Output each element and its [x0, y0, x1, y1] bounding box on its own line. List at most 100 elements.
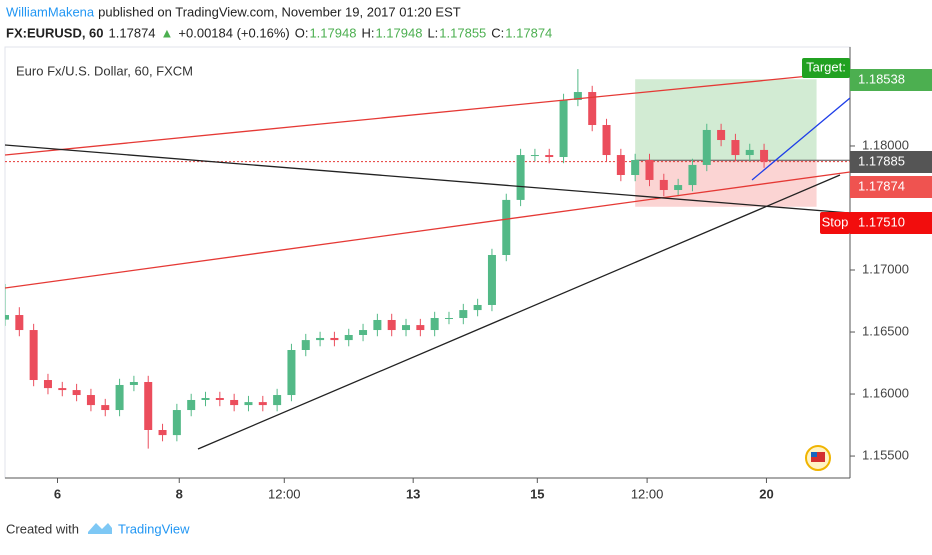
change-arrow: ▲ [161, 25, 174, 40]
candle-body [187, 399, 196, 411]
ohlc-label: H: [361, 25, 374, 40]
candle-body [43, 380, 52, 389]
candle-body [172, 410, 181, 436]
candle-body [616, 155, 625, 175]
footer-created: Created with [6, 521, 79, 536]
x-tick-label: 6 [54, 486, 61, 501]
ohlc-label: O: [295, 25, 309, 40]
last-price-label-box [850, 176, 932, 198]
candle-body [129, 382, 138, 385]
candle-body [459, 310, 468, 319]
stop-price-label-box [850, 212, 932, 234]
candle-body [29, 330, 38, 381]
last-price: 1.17874 [109, 25, 156, 40]
candle-body [201, 398, 210, 400]
footer-brand[interactable]: TradingView [118, 521, 190, 536]
axes: 1.18000 1.17000 1.16500 1.16000 1.15500 6 8 12:… [54, 58, 932, 501]
candle-body [559, 99, 568, 158]
x-tick-label: 15 [530, 486, 544, 501]
stop-tag-box [820, 212, 850, 234]
trend-line [5, 171, 850, 289]
candle-body [115, 384, 124, 411]
flag-icon [811, 452, 825, 462]
candle-body [588, 92, 597, 126]
candle-body [674, 185, 683, 191]
stop-tag: Stop [822, 214, 849, 229]
candle-body [702, 129, 711, 165]
entry-price-label: 1.17885 [858, 153, 905, 168]
candle-body [645, 159, 654, 180]
chart-title: Euro Fx/U.S. Dollar, 60, FXCM [16, 63, 193, 78]
y-tick-label: 1.15500 [862, 447, 909, 462]
candle-body [387, 319, 396, 331]
y-tick-label: 1.18000 [862, 137, 909, 152]
x-tick-label: 8 [176, 486, 183, 501]
candle-body [402, 325, 411, 331]
projection-line [751, 97, 850, 181]
candle-body [745, 149, 754, 156]
candle-body [688, 164, 697, 186]
plot [5, 69, 850, 449]
target-price-label: 1.18538 [858, 71, 905, 86]
candle-body [416, 325, 425, 331]
ohlc-value: 1.17948 [309, 25, 356, 40]
ohlc-value: 1.17874 [505, 25, 552, 40]
candle-body [602, 125, 611, 156]
target-tag-box [802, 58, 850, 78]
target-tag: Target: [806, 59, 846, 74]
candle-body [631, 159, 640, 175]
candle-body [573, 92, 582, 100]
ohlc-label: L: [427, 25, 438, 40]
symbol-line: FX:EURUSD, 60 1.17874 ▲ +0.00184 (+0.16%) O:… [6, 25, 552, 40]
tv-logo [88, 523, 112, 534]
ohlc-label: C: [491, 25, 504, 40]
candle-body [359, 330, 368, 335]
candle-body [72, 390, 81, 396]
candle-body [516, 155, 525, 200]
candle-body [244, 402, 253, 406]
candle-body [717, 129, 726, 141]
candle-body [5, 315, 9, 320]
candle-body [330, 337, 339, 341]
ohlc-value: 1.17855 [439, 25, 486, 40]
candle-body [530, 155, 539, 157]
candle-body [301, 340, 310, 351]
candle-body [144, 382, 153, 431]
candle-body [158, 430, 167, 436]
candle-body [487, 254, 496, 305]
entry-price-label-box [850, 151, 932, 173]
y-tick-label: 1.16000 [862, 385, 909, 400]
x-tick-label: 12:00 [268, 486, 301, 501]
candle-body [58, 388, 67, 391]
target-price-label-box [850, 69, 932, 91]
candle-body [373, 319, 382, 331]
candle-body [473, 304, 482, 311]
candle-body [444, 318, 453, 320]
candle-body [258, 402, 267, 406]
target-zone [635, 79, 817, 161]
candle-body [344, 334, 353, 341]
candle-body [760, 149, 769, 162]
author[interactable]: WilliamMakena [6, 4, 95, 19]
candle-body [101, 405, 110, 411]
candle-body [430, 318, 439, 331]
candle-body [502, 199, 511, 255]
trend-line [5, 144, 850, 214]
change: +0.00184 (+0.16%) [178, 25, 289, 40]
candle-body [316, 337, 325, 341]
candle-body [545, 155, 554, 158]
candle-body [287, 350, 296, 396]
drawings [5, 71, 850, 450]
candle-body [86, 395, 95, 406]
flag-icon [811, 452, 817, 457]
x-tick-label: 20 [759, 486, 773, 501]
candle-body [230, 399, 239, 406]
candle-body [215, 398, 224, 400]
trend-line [197, 174, 841, 450]
published: published on TradingView.com, November 1… [98, 4, 461, 19]
y-tick-label: 1.16500 [862, 323, 909, 338]
stop-price-label: 1.17510 [858, 214, 905, 229]
candle-body [273, 395, 282, 406]
